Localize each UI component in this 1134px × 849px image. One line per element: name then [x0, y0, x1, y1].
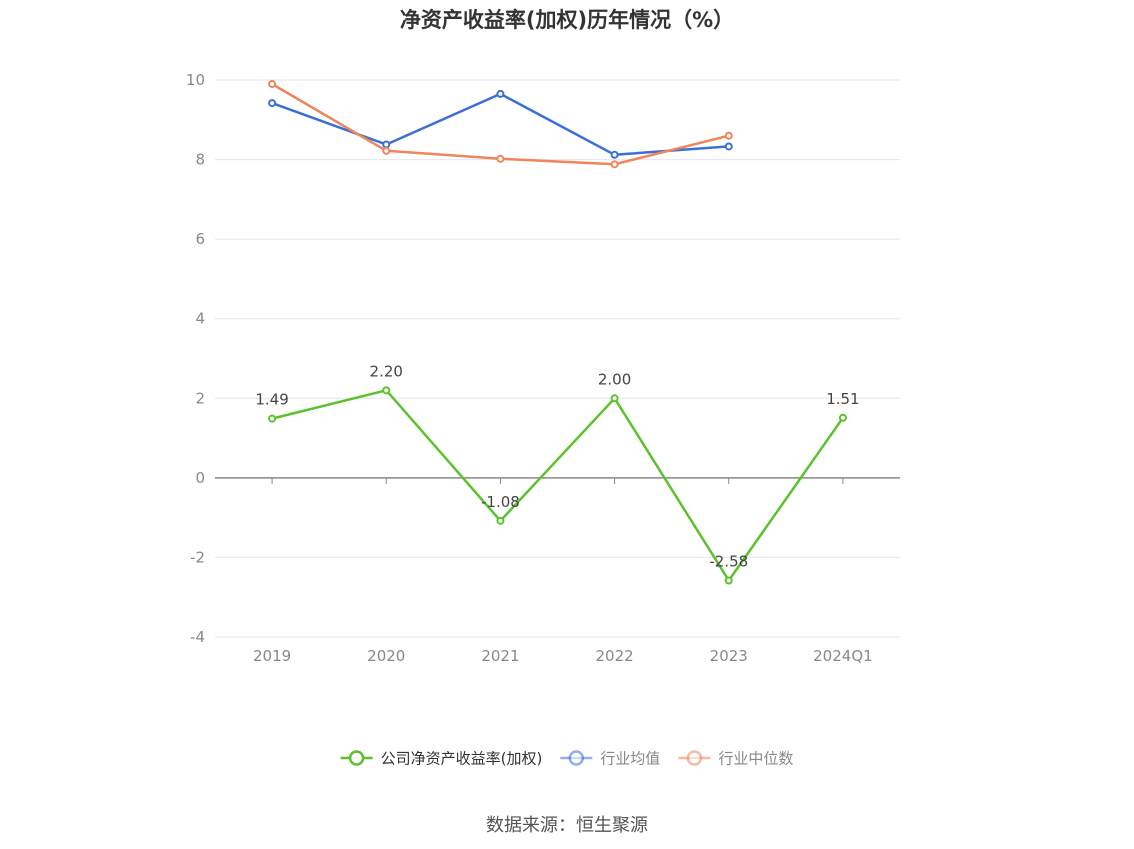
y-tick-label: 0 [195, 469, 205, 487]
legend-swatch-marker [686, 750, 703, 766]
y-tick-label: -2 [190, 548, 205, 566]
x-tick-label: 2021 [481, 647, 519, 665]
x-tick-label: 2022 [595, 647, 633, 665]
chart-title: 净资产收益率(加权)历年情况（%） [399, 8, 735, 32]
data-point [382, 146, 391, 155]
x-axis: 2019 2020 2021 2022 2023 2024Q1 [215, 477, 900, 665]
legend: 公司净资产收益率(加权) 行业均值 行业中位数 [340, 750, 793, 768]
data-label: 2.00 [598, 370, 631, 388]
legend-label: 公司净资产收益率(加权) [381, 750, 543, 768]
data-point [496, 154, 505, 163]
data-point [610, 160, 619, 169]
series-layer [268, 79, 847, 585]
y-tick-label: 2 [195, 389, 205, 407]
data-point [838, 413, 847, 422]
data-point [382, 140, 391, 149]
data-point [724, 142, 733, 151]
legend-swatch-marker [568, 750, 585, 766]
data-point [496, 89, 505, 98]
data-label: 1.49 [255, 391, 288, 409]
data-point [268, 414, 277, 423]
series-line-0 [271, 389, 844, 582]
y-axis-ticks: 10 8 6 4 2 0 -2 -4 [186, 71, 205, 646]
data-point [496, 516, 505, 525]
y-tick-label: -4 [190, 628, 205, 646]
data-label: 2.20 [370, 362, 403, 380]
x-tick-label: 2019 [253, 647, 291, 665]
data-label: 1.51 [826, 390, 859, 408]
y-tick-label: 6 [195, 230, 205, 248]
data-point [268, 99, 277, 108]
grid-lines [215, 79, 900, 638]
y-tick-label: 8 [195, 151, 205, 169]
x-tick-label: 2020 [367, 647, 405, 665]
y-tick-label: 10 [186, 71, 205, 89]
data-point [382, 386, 391, 395]
data-label: -1.08 [481, 493, 520, 511]
legend-item: 行业中位数 [678, 750, 793, 768]
data-point [724, 131, 733, 140]
legend-swatch-marker [348, 750, 365, 766]
data-point [724, 576, 733, 585]
data-point [610, 394, 619, 403]
y-tick-label: 4 [195, 310, 205, 328]
data-source-note: 数据来源：恒生聚源 [486, 815, 648, 836]
legend-label: 行业中位数 [718, 750, 793, 768]
data-point [268, 79, 277, 88]
legend-item: 行业均值 [560, 750, 660, 768]
data-labels: 1.49 2.20 -1.08 2.00 -2.58 1.51 [255, 362, 859, 570]
x-tick-label: 2023 [710, 647, 748, 665]
data-point [610, 150, 619, 159]
legend-label: 行业均值 [600, 750, 660, 768]
data-label: -2.58 [709, 553, 748, 571]
x-tick-label: 2024Q1 [813, 647, 873, 665]
legend-item: 公司净资产收益率(加权) [340, 750, 543, 768]
